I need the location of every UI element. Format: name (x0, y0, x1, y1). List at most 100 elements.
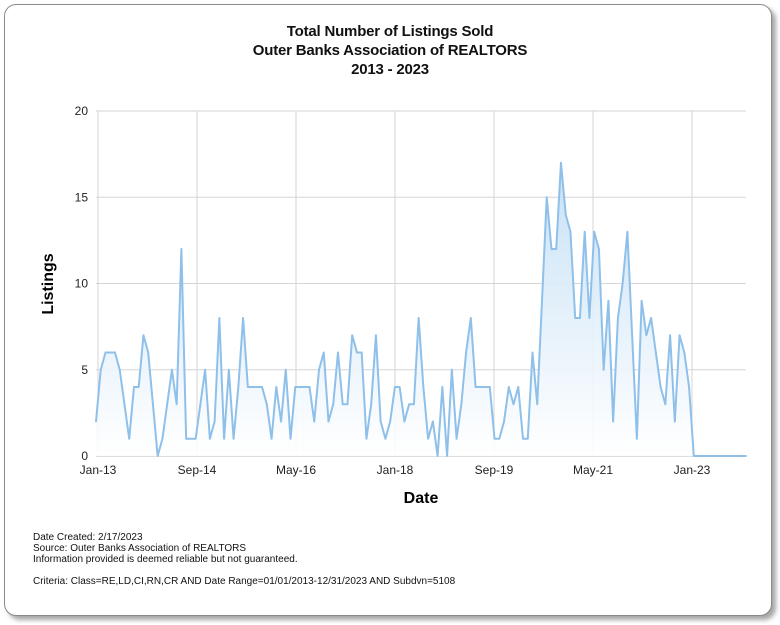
data-point (460, 403, 463, 406)
data-point (673, 420, 676, 423)
data-point (95, 420, 97, 423)
data-point (536, 403, 539, 406)
data-point (569, 230, 572, 233)
data-point (522, 437, 524, 440)
data-point (640, 299, 643, 302)
data-point (607, 299, 610, 302)
data-point (341, 403, 344, 406)
data-point (251, 386, 254, 388)
data-point (683, 351, 686, 354)
data-point (294, 386, 297, 388)
data-point (270, 437, 273, 440)
data-point (365, 437, 368, 440)
chart-title-line-3: 2013 - 2023 (351, 61, 429, 78)
data-point (583, 230, 586, 233)
data-point (564, 213, 567, 216)
data-point (593, 230, 596, 233)
data-point (541, 299, 543, 302)
data-point (598, 248, 600, 250)
data-point (289, 437, 292, 440)
data-point (469, 317, 472, 319)
data-point (242, 317, 244, 319)
data-point (740, 455, 743, 457)
x-tick-label: Sep-14 (178, 463, 217, 477)
y-tick-label: 0 (81, 449, 88, 463)
data-point (427, 437, 430, 440)
data-point (308, 386, 311, 388)
data-point (450, 368, 453, 371)
chart-frame (4, 4, 772, 616)
data-point (602, 368, 605, 371)
data-point (337, 351, 339, 354)
y-tick-label: 15 (75, 190, 89, 204)
x-tick-label: Jan-23 (674, 463, 711, 477)
data-point (332, 403, 335, 406)
chart-title: Total Number of Listings Sold Outer Bank… (0, 22, 780, 79)
data-point (659, 386, 662, 388)
data-point (654, 351, 657, 354)
data-point (137, 386, 140, 388)
x-axis-ticks: Jan-13 Sep-14 May-16 Jan-18 Sep-19 May-21 Jan-… (80, 463, 711, 477)
data-point (664, 403, 667, 406)
data-point (394, 386, 396, 388)
data-point (256, 386, 259, 388)
data-point (621, 282, 624, 285)
data-point (275, 386, 278, 388)
x-tick-label: Sep-19 (475, 463, 514, 477)
x-tick-label: Jan-18 (377, 463, 414, 477)
data-point (99, 368, 102, 371)
data-point (688, 386, 690, 388)
data-point (474, 386, 477, 388)
data-point (635, 437, 638, 440)
data-point (104, 351, 107, 354)
data-point (152, 403, 154, 406)
data-point (403, 420, 406, 423)
chart-title-line-1: Total Number of Listings Sold (286, 23, 494, 40)
data-point (498, 437, 501, 440)
data-point (284, 368, 287, 371)
data-point (422, 386, 425, 388)
footer-source: Source: Outer Banks Association of REALT… (33, 543, 247, 554)
data-point (199, 403, 202, 406)
data-point (360, 351, 363, 354)
data-point (588, 317, 591, 319)
data-point (735, 455, 738, 457)
data-point (379, 420, 382, 423)
data-point (156, 455, 159, 457)
data-point (730, 455, 733, 457)
data-point (702, 455, 705, 457)
data-point (507, 386, 510, 388)
data-point (645, 334, 648, 337)
data-point (194, 437, 197, 440)
data-points (95, 161, 747, 457)
data-point (180, 248, 183, 250)
data-point (517, 386, 520, 388)
data-point (707, 455, 709, 457)
data-point (322, 351, 325, 354)
data-point (299, 386, 301, 388)
data-point (612, 420, 615, 423)
data-point (678, 334, 681, 337)
data-point (370, 403, 373, 406)
data-point (384, 437, 387, 440)
data-point (555, 248, 558, 250)
data-point (303, 386, 306, 388)
data-point (114, 351, 116, 354)
data-point (493, 437, 496, 440)
data-point (223, 437, 226, 440)
data-point (526, 437, 529, 440)
data-point (227, 368, 230, 371)
footer: Date Created: 2/17/2023 Source: Outer Ba… (33, 532, 455, 587)
data-point (208, 437, 211, 440)
data-point (204, 368, 207, 371)
data-point (550, 248, 553, 250)
data-point (669, 334, 671, 337)
data-point (692, 455, 695, 457)
data-point (346, 403, 349, 406)
data-point (313, 420, 316, 423)
data-point (118, 368, 121, 371)
data-point (726, 455, 728, 457)
data-point (417, 317, 420, 319)
data-point (327, 420, 330, 423)
